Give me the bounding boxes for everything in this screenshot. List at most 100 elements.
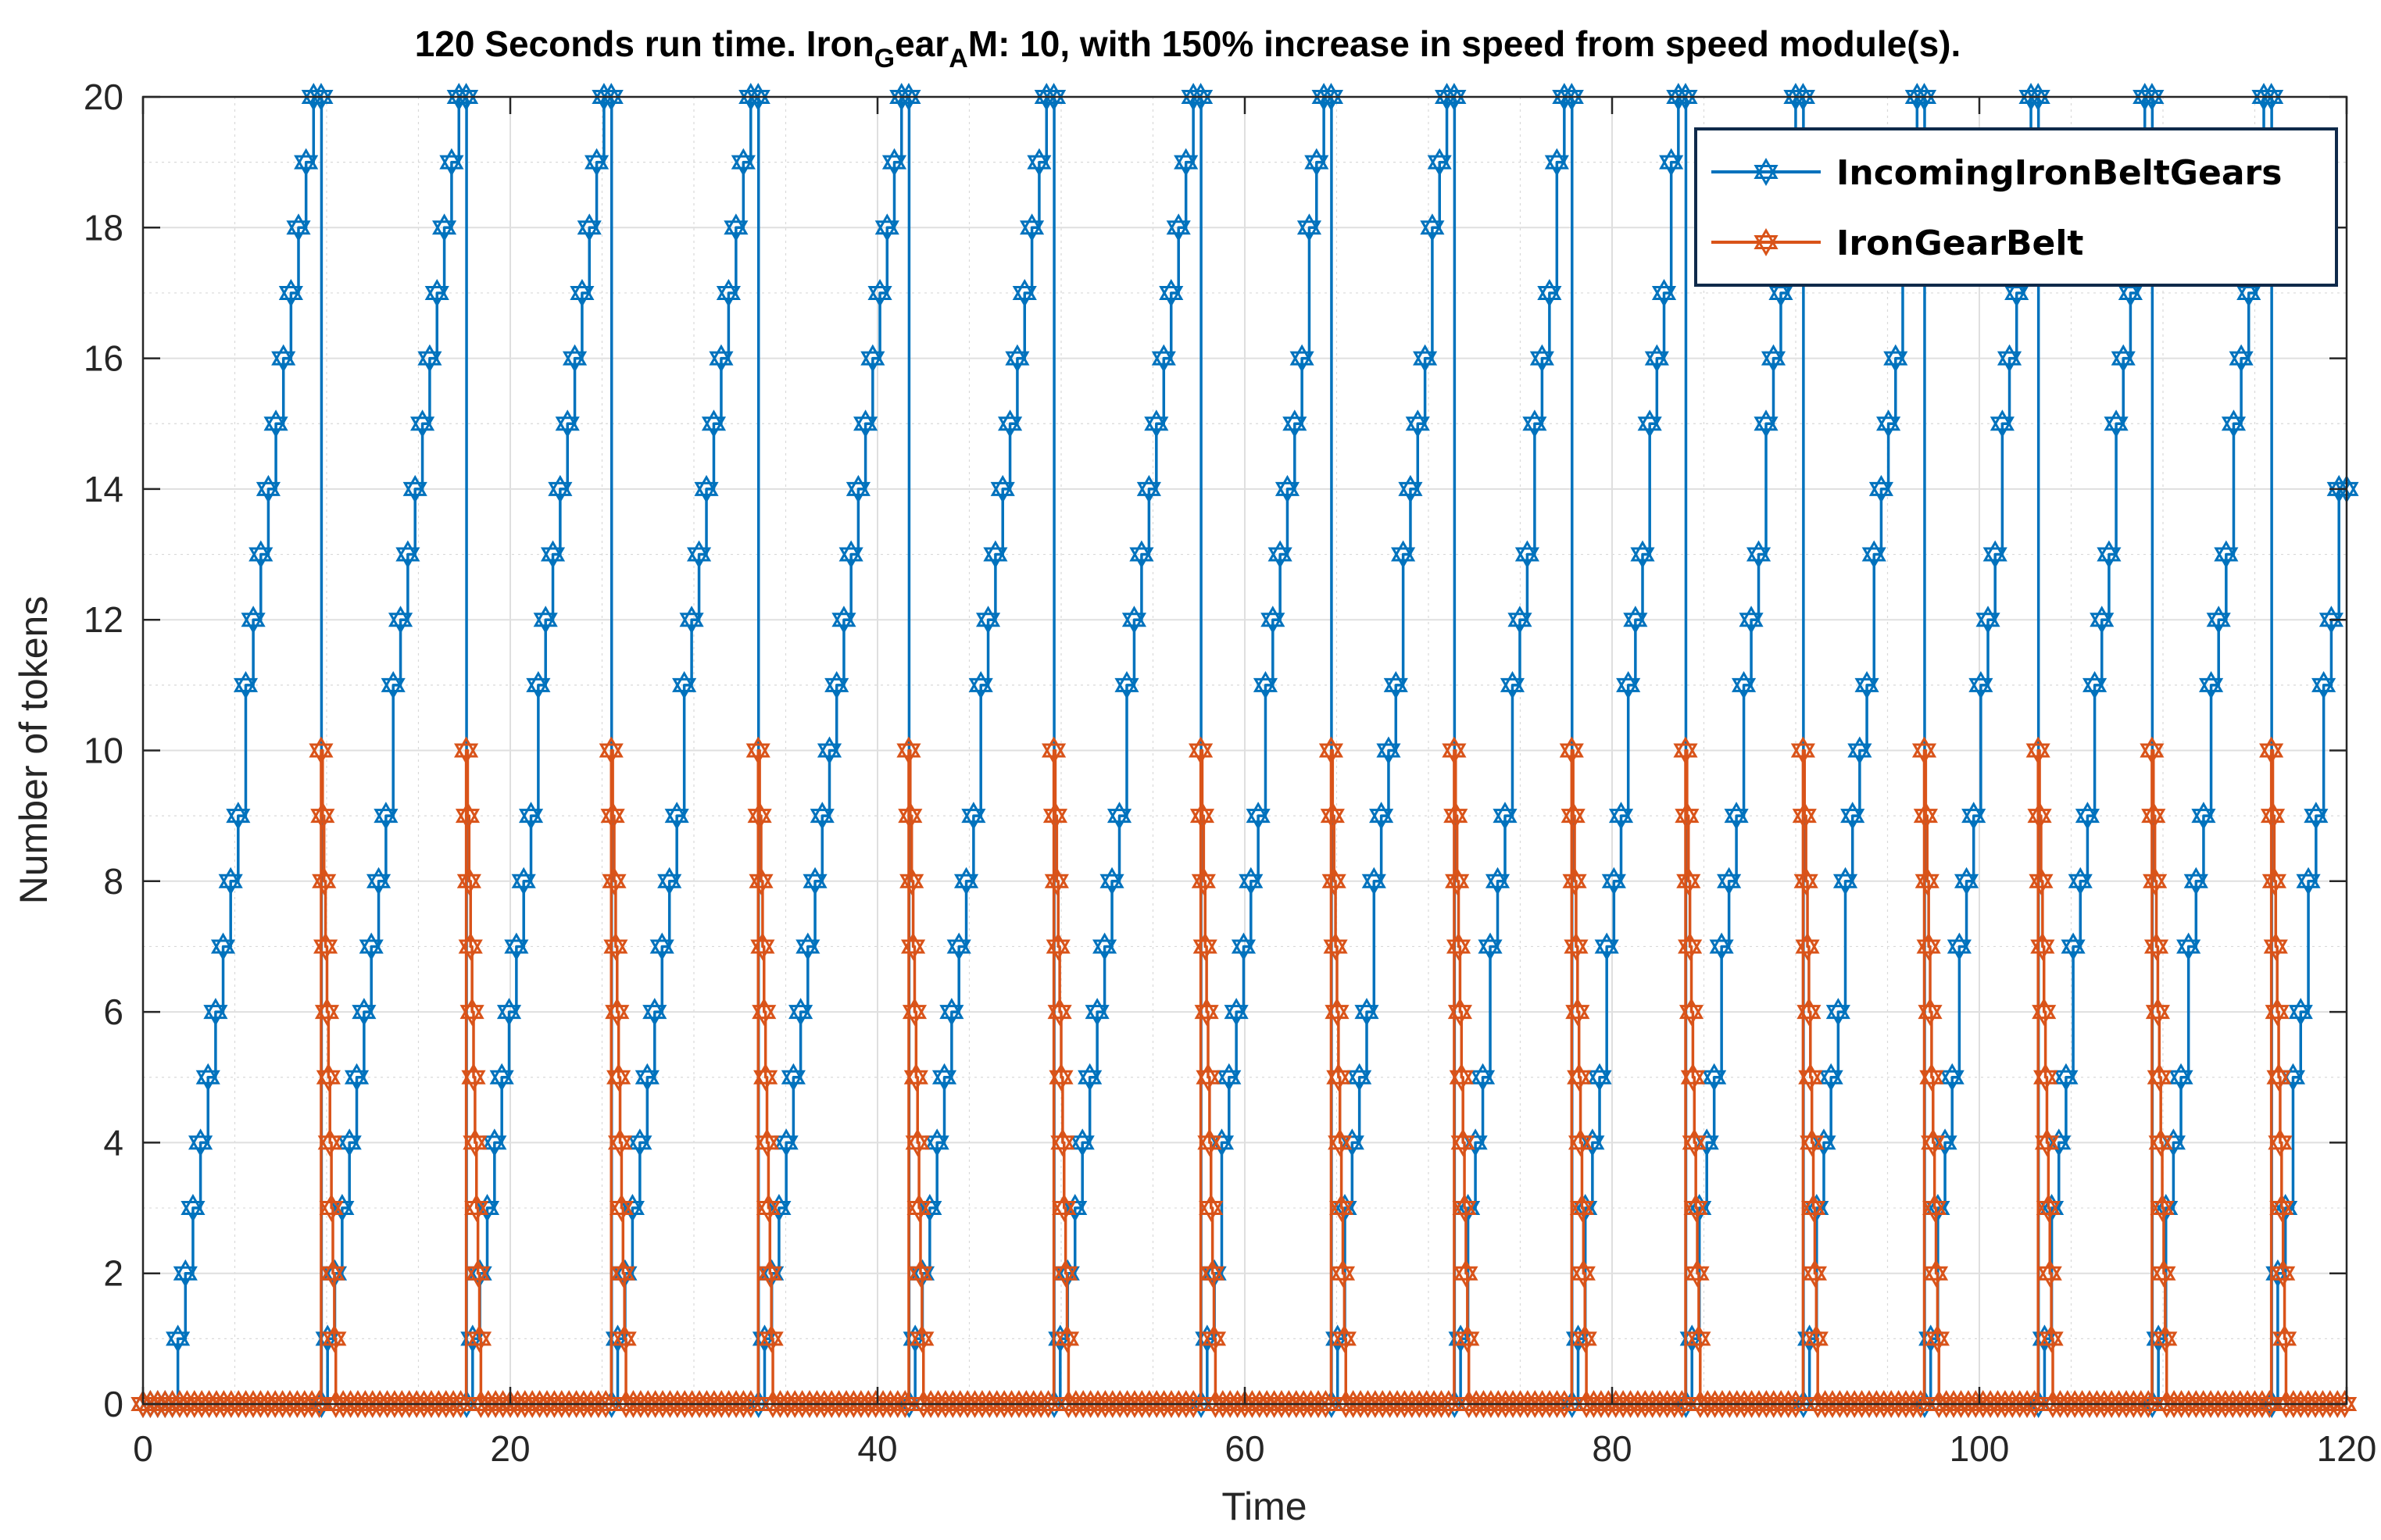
data-point-iron-gear-belt: [1685, 1259, 1710, 1288]
data-point-iron-gear-belt: [461, 1063, 486, 1092]
data-point-incoming-iron-belt-gears: [997, 409, 1023, 438]
data-point-incoming-iron-belt-gears: [701, 409, 727, 438]
data-point-iron-gear-belt: [1047, 998, 1072, 1027]
data-point-iron-gear-belt: [1053, 1259, 1078, 1288]
data-point-iron-gear-belt: [1046, 932, 1071, 961]
data-point-iron-gear-belt: [747, 802, 772, 831]
data-point-incoming-iron-belt-gears: [1260, 606, 1285, 634]
y-tick-label: 4: [103, 1122, 123, 1163]
data-point-iron-gear-belt: [1201, 1324, 1227, 1353]
data-point-incoming-iron-belt-gears: [1398, 474, 1423, 503]
data-point-incoming-iron-belt-gears: [2104, 409, 2129, 438]
data-point-incoming-iron-belt-gears: [1825, 998, 1850, 1027]
data-point-iron-gear-belt: [899, 866, 924, 895]
data-point-iron-gear-belt: [2268, 1128, 2293, 1157]
data-point-iron-gear-belt: [1798, 1063, 1823, 1092]
data-point-iron-gear-belt: [1795, 932, 1820, 961]
data-point-iron-gear-belt: [1568, 1128, 1593, 1157]
data-point-iron-gear-belt: [1908, 1389, 1933, 1419]
data-point-iron-gear-belt: [1673, 736, 1698, 765]
data-point-incoming-iron-belt-gears: [2118, 278, 2143, 307]
data-point-iron-gear-belt: [1802, 1259, 1828, 1288]
data-point-incoming-iron-belt-gears: [366, 866, 391, 895]
data-point-iron-gear-belt: [610, 1259, 635, 1288]
data-point-incoming-iron-belt-gears: [2288, 998, 2313, 1027]
data-point-iron-gear-belt: [599, 736, 624, 765]
data-point-iron-gear-belt: [2143, 932, 2169, 961]
data-point-incoming-iron-belt-gears: [1159, 278, 1184, 307]
data-point-incoming-iron-belt-gears: [968, 670, 993, 699]
data-point-iron-gear-belt: [1680, 1063, 1705, 1092]
data-point-incoming-iron-belt-gears: [1413, 344, 1438, 373]
data-point-iron-gear-belt: [1321, 866, 1346, 895]
data-point-incoming-iron-belt-gears: [1427, 148, 1452, 177]
data-point-iron-gear-belt: [1925, 1324, 1950, 1353]
data-point-iron-gear-belt: [609, 1194, 634, 1223]
data-point-iron-gear-belt: [908, 1259, 933, 1288]
data-point-incoming-iron-belt-gears: [309, 82, 334, 112]
data-point-incoming-iron-belt-gears: [294, 148, 319, 177]
data-point-incoming-iron-belt-gears: [1376, 736, 1401, 765]
data-point-iron-gear-belt: [1675, 802, 1700, 831]
data-point-incoming-iron-belt-gears: [2168, 1063, 2193, 1092]
data-point-iron-gear-belt: [1919, 1063, 1944, 1092]
data-point-incoming-iron-belt-gears: [1085, 998, 1110, 1027]
data-point-incoming-iron-belt-gears: [1027, 148, 1052, 177]
data-point-incoming-iron-belt-gears: [409, 409, 435, 438]
data-point-iron-gear-belt: [2272, 1324, 2297, 1353]
data-point-incoming-iron-belt-gears: [2304, 802, 2329, 831]
data-point-incoming-iron-belt-gears: [881, 148, 907, 177]
data-point-iron-gear-belt: [749, 866, 774, 895]
data-point-iron-gear-belt: [317, 1128, 342, 1157]
data-point-incoming-iron-belt-gears: [2236, 278, 2261, 307]
data-point-incoming-iron-belt-gears: [1347, 1063, 1372, 1092]
data-point-incoming-iron-belt-gears: [2140, 82, 2165, 112]
data-point-iron-gear-belt: [1567, 1063, 1592, 1092]
data-point-iron-gear-belt: [2033, 1063, 2058, 1092]
data-point-iron-gear-belt: [1199, 1194, 1224, 1223]
data-point-incoming-iron-belt-gears: [1224, 998, 1249, 1027]
data-point-incoming-iron-belt-gears: [2047, 1128, 2072, 1157]
data-point-incoming-iron-belt-gears: [2176, 932, 2201, 961]
data-point-iron-gear-belt: [1436, 1389, 1461, 1419]
data-point-iron-gear-belt: [1921, 1128, 1946, 1157]
data-point-incoming-iron-belt-gears: [439, 148, 464, 177]
data-point-iron-gear-belt: [759, 1324, 784, 1353]
data-point-incoming-iron-belt-gears: [709, 344, 734, 373]
data-point-iron-gear-belt: [1678, 998, 1704, 1027]
data-point-iron-gear-belt: [600, 802, 625, 831]
data-point-incoming-iron-belt-gears: [1217, 1063, 1242, 1092]
data-point-incoming-iron-belt-gears: [1106, 802, 1132, 831]
data-point-incoming-iron-belt-gears: [337, 1128, 362, 1157]
data-point-incoming-iron-belt-gears: [454, 82, 479, 112]
data-point-iron-gear-belt: [2261, 866, 2286, 895]
data-point-iron-gear-belt: [2333, 1389, 2358, 1419]
legend-box: [1694, 127, 2338, 287]
data-point-iron-gear-belt: [1796, 998, 1822, 1027]
data-point-incoming-iron-belt-gears: [672, 670, 697, 699]
data-point-iron-gear-belt: [2037, 1259, 2062, 1288]
data-point-incoming-iron-belt-gears: [533, 606, 558, 634]
data-point-incoming-iron-belt-gears: [388, 606, 413, 634]
data-point-incoming-iron-belt-gears: [1092, 932, 1117, 961]
data-point-incoming-iron-belt-gears: [642, 998, 667, 1027]
data-point-iron-gear-belt: [2153, 1324, 2178, 1353]
data-point-iron-gear-belt: [1320, 802, 1345, 831]
data-point-iron-gear-belt: [448, 1389, 474, 1419]
chart-title: 120 Seconds run time. IronGearAM: 10, wi…: [415, 23, 1961, 73]
data-point-incoming-iron-belt-gears: [226, 802, 251, 831]
data-point-incoming-iron-belt-gears: [2004, 278, 2029, 307]
data-point-iron-gear-belt: [1449, 1063, 1474, 1092]
data-point-incoming-iron-belt-gears: [2075, 802, 2100, 831]
data-point-iron-gear-belt: [316, 1063, 341, 1092]
data-point-incoming-iron-belt-gears: [2296, 866, 2321, 895]
data-point-incoming-iron-belt-gears: [1267, 540, 1292, 569]
data-point-iron-gear-belt: [2150, 1194, 2175, 1223]
data-point-incoming-iron-belt-gears: [1768, 278, 1793, 307]
data-point-iron-gear-belt: [896, 736, 921, 765]
data-point-incoming-iron-belt-gears: [795, 932, 820, 961]
data-point-incoming-iron-belt-gears: [1975, 606, 2000, 634]
data-point-iron-gear-belt: [459, 998, 484, 1027]
data-point-incoming-iron-belt-gears: [432, 213, 457, 242]
data-point-incoming-iron-belt-gears: [990, 474, 1015, 503]
